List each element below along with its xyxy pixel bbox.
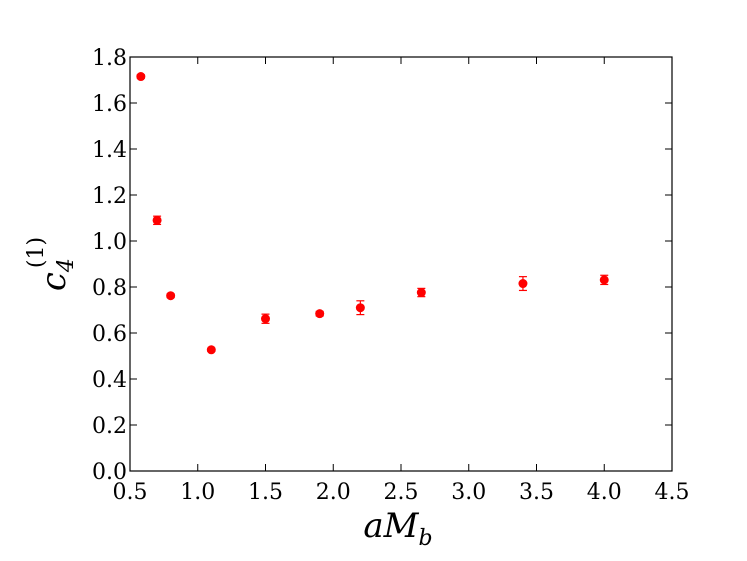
data-point bbox=[315, 309, 325, 319]
y-axis-label-sup: (1) bbox=[24, 237, 49, 268]
data-point bbox=[152, 215, 162, 226]
y-tick-label: 0.4 bbox=[92, 368, 127, 393]
y-tick-label: 1.4 bbox=[92, 138, 127, 163]
data-point bbox=[166, 291, 176, 301]
data-point bbox=[355, 300, 365, 316]
data-point-marker bbox=[355, 303, 365, 313]
x-axis-label-sub: b bbox=[419, 526, 433, 551]
x-tick-label: 3.5 bbox=[519, 480, 554, 505]
x-tick-label: 1.0 bbox=[180, 480, 215, 505]
data-point-marker bbox=[518, 279, 528, 289]
data-point-marker bbox=[315, 309, 325, 319]
y-tick-label: 0.6 bbox=[92, 322, 127, 347]
x-tick-label: 2.5 bbox=[384, 480, 419, 505]
y-tick-label: 1.0 bbox=[92, 230, 127, 255]
data-point-marker bbox=[152, 215, 162, 225]
x-tick-label: 2.0 bbox=[316, 480, 351, 505]
data-point bbox=[206, 345, 216, 355]
data-point-marker bbox=[261, 314, 270, 324]
data-point bbox=[518, 276, 528, 292]
y-tick-label: 0.0 bbox=[92, 460, 127, 485]
x-axis-label: aMb bbox=[363, 506, 432, 551]
y-axis-label-main: c bbox=[34, 272, 74, 291]
data-point-marker bbox=[136, 72, 146, 82]
y-axis-label-group: c4 (1) bbox=[24, 237, 79, 291]
data-point bbox=[136, 72, 146, 82]
y-axis-label: c4 (1) bbox=[24, 237, 79, 291]
data-point-marker bbox=[206, 345, 216, 355]
x-tick-label: 1.5 bbox=[248, 480, 283, 505]
x-axis-ticks: 0.5 1.0 1.5 2.0 2.5 3.0 3.5 4.0 4.5 bbox=[113, 57, 690, 505]
data-point bbox=[416, 287, 426, 298]
y-tick-label: 1.6 bbox=[92, 92, 127, 117]
y-tick-label: 1.8 bbox=[92, 46, 127, 71]
data-point bbox=[599, 274, 609, 286]
y-tick-label: 0.2 bbox=[92, 414, 127, 439]
x-tick-label: 4.0 bbox=[587, 480, 622, 505]
x-axis-label-main: aM bbox=[363, 506, 419, 546]
x-tick-label: 4.5 bbox=[655, 480, 690, 505]
x-tick-label: 0.5 bbox=[113, 480, 148, 505]
y-tick-label: 1.2 bbox=[92, 184, 127, 209]
data-point-marker bbox=[599, 275, 609, 285]
y-tick-label: 0.8 bbox=[92, 276, 127, 301]
y-axis-ticks: 0.0 0.2 0.4 0.6 0.8 1.0 1.2 1.4 1.6 1.8 bbox=[92, 46, 672, 485]
plot-frame bbox=[129, 56, 673, 472]
data-points bbox=[136, 72, 609, 355]
y-axis-label-sub: 4 bbox=[54, 258, 79, 273]
x-tick-label: 3.0 bbox=[451, 480, 486, 505]
data-point-marker bbox=[416, 288, 426, 298]
data-point bbox=[261, 313, 270, 324]
data-point-marker bbox=[166, 291, 176, 301]
